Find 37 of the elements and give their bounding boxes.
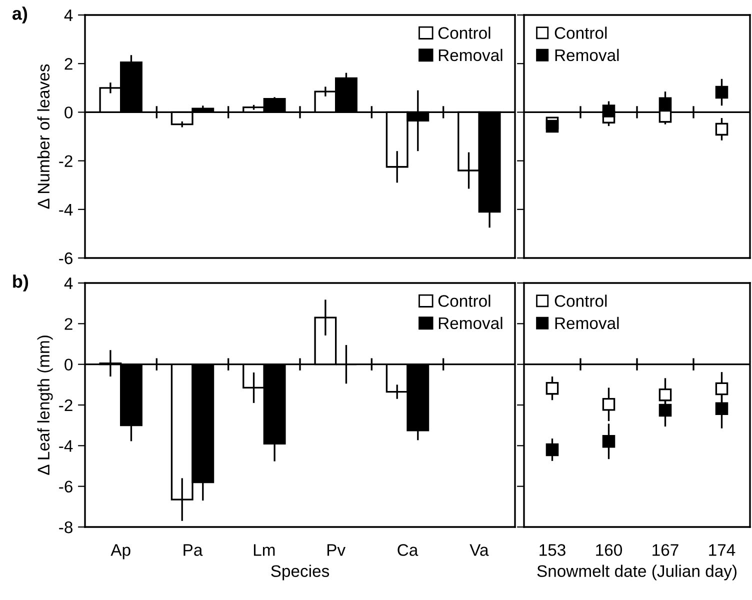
legend-label: Removal [555,316,619,330]
y-tick-label: -4 [59,204,73,216]
y-tick-label: -8 [59,521,72,534]
y-tick-label: 4 [64,278,73,290]
y-tick-label: -2 [59,155,72,167]
legend-label: Removal [438,48,502,62]
legend-label: Control [554,26,607,39]
y-axis-title: Δ Leaf length (mm) [37,336,53,475]
y-tick-label: -2 [59,399,72,412]
x-tick-label: 160 [596,544,622,556]
x-tick-label: Pv [327,544,346,556]
y-tick-label: 0 [64,106,73,118]
chart-title: a) [12,6,28,24]
legend-label: Control [554,294,607,307]
x-tick-label: 153 [540,544,566,556]
x-tick-label: Ca [398,544,418,556]
legend-label: Control [438,294,490,307]
legend-label: Control [438,26,490,39]
y-axis-title: Δ Number of leaves [37,64,50,209]
x-axis-title: Snowmelt date (Julian day) [537,564,736,580]
legend-label: Removal [438,316,502,330]
y-tick-label: 0 [64,358,73,371]
x-tick-label: Pa [184,544,203,556]
x-tick-label: Lm [254,544,275,556]
x-axis-title: Species [271,564,330,580]
y-tick-label: -6 [59,480,72,493]
y-tick-label: 2 [64,318,72,330]
x-tick-label: Ap [110,544,130,560]
y-tick-label: -6 [59,252,72,264]
x-tick-label: Va [470,544,489,556]
y-tick-label: -4 [59,440,73,452]
x-tick-label: 174 [709,544,736,556]
x-tick-label: 167 [652,544,678,556]
chart-title: b) [13,274,28,292]
y-tick-label: 4 [64,10,73,22]
legend-label: Removal [555,48,619,62]
y-tick-label: 2 [64,58,72,70]
